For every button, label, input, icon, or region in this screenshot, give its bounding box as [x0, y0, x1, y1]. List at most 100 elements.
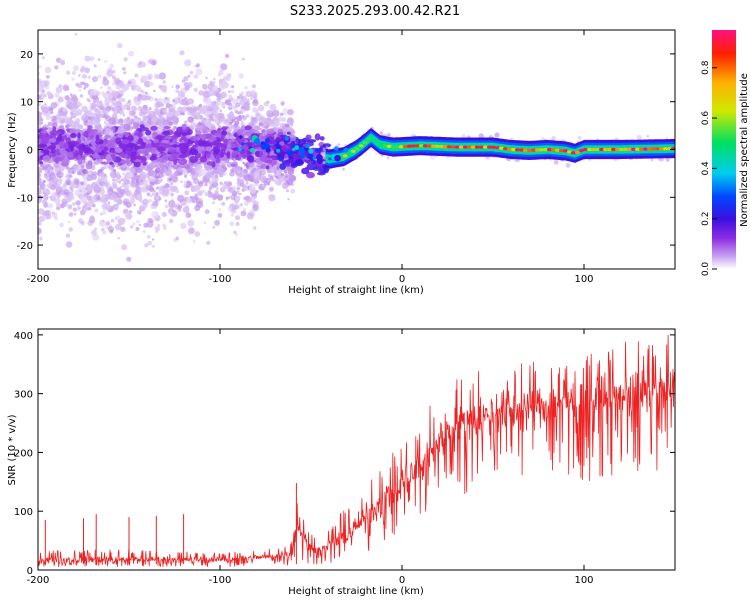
- heatmap-cell: [38, 132, 46, 139]
- heatmap-cell: [213, 220, 220, 226]
- heatmap-cell: [159, 164, 166, 170]
- heatmap-cell: [49, 93, 53, 97]
- heatmap-cell: [263, 123, 267, 127]
- heatmap-cell: [262, 170, 267, 174]
- heatmap-cell: [232, 186, 236, 190]
- heatmap-cell: [230, 124, 234, 128]
- heatmap-cell: [215, 120, 219, 124]
- heatmap-cell: [84, 55, 91, 62]
- heatmap-cell: [238, 147, 243, 152]
- heatmap-cell: [175, 189, 180, 194]
- heatmap-cell: [117, 43, 123, 49]
- heatmap-cell: [221, 130, 228, 136]
- heatmap-cell: [99, 180, 106, 187]
- heatmap-cell: [184, 85, 190, 91]
- heatmap-cell: [71, 70, 76, 75]
- heatmap-cell: [149, 156, 157, 161]
- heatmap-core: [422, 144, 428, 148]
- heatmap-cell: [161, 212, 167, 217]
- heatmap-cell: [243, 101, 250, 108]
- heatmap-cell: [131, 183, 136, 188]
- heatmap-cell: [94, 227, 98, 231]
- heatmap-core: [535, 148, 540, 152]
- heatmap-cell: [82, 81, 86, 85]
- spectrogram-xtick-label: 0: [399, 274, 405, 285]
- heatmap-cell: [120, 185, 123, 189]
- heatmap-cell: [91, 229, 97, 236]
- heatmap-cell: [286, 189, 289, 193]
- heatmap-cell: [161, 139, 170, 144]
- heatmap-cell: [117, 133, 124, 139]
- heatmap-cell: [45, 75, 50, 79]
- heatmap-cell: [220, 91, 227, 99]
- heatmap-cell: [251, 84, 256, 89]
- heatmap-cell: [237, 137, 245, 144]
- colorbar-tick-label: 0.8: [701, 60, 711, 75]
- heatmap-cell: [72, 101, 77, 106]
- heatmap-cell: [62, 198, 66, 202]
- heatmap-cell: [44, 209, 51, 216]
- heatmap-cell: [218, 125, 222, 129]
- heatmap-cell: [63, 189, 70, 196]
- snr-xtick-label: -200: [27, 575, 50, 586]
- heatmap-cell: [148, 107, 152, 111]
- heatmap-core: [507, 147, 512, 151]
- heatmap-cell: [194, 196, 199, 201]
- heatmap-cell: [179, 50, 185, 56]
- heatmap-cell: [178, 97, 181, 101]
- heatmap-cell: [54, 197, 61, 204]
- heatmap-cell: [163, 108, 168, 113]
- heatmap-cell: [127, 135, 134, 142]
- heatmap-cell: [163, 126, 171, 129]
- heatmap-cell: [90, 135, 95, 141]
- heatmap-cell: [159, 178, 163, 183]
- heatmap-core: [515, 148, 520, 152]
- heatmap-cell: [60, 173, 63, 177]
- heatmap-cell: [171, 198, 174, 201]
- heatmap-cell: [56, 191, 60, 195]
- heatmap-cell: [196, 64, 200, 68]
- heatmap-cell: [40, 137, 49, 145]
- heatmap-cell: [58, 133, 63, 141]
- heatmap-cell: [113, 198, 118, 203]
- heatmap-cell: [284, 173, 289, 178]
- heatmap-cell: [218, 115, 226, 122]
- heatmap-cell: [241, 57, 245, 61]
- heatmap-cell: [286, 158, 295, 164]
- colorbar: 0.0 0.2 0.4 0.6 0.8 Normalized spectral ampl…: [701, 30, 750, 276]
- heatmap-core: [410, 144, 416, 148]
- heatmap-cell: [171, 85, 174, 89]
- heatmap-cell: [266, 118, 273, 126]
- heatmap-cell: [154, 102, 161, 109]
- heatmap-cell: [106, 70, 114, 77]
- heatmap-cell: [214, 132, 220, 137]
- heatmap-cell: [49, 132, 57, 140]
- heatmap-cell: [156, 173, 160, 177]
- heatmap-cell: [156, 196, 160, 200]
- heatmap-cell: [167, 146, 176, 150]
- heatmap-cell: [129, 198, 135, 204]
- heatmap-cell: [156, 111, 160, 114]
- heatmap-cell: [69, 93, 73, 96]
- heatmap-cell: [322, 161, 326, 165]
- heatmap-cell: [188, 227, 195, 235]
- heatmap-cell: [203, 164, 209, 170]
- heatmap-cell: [94, 116, 101, 124]
- heatmap-cell: [271, 156, 277, 161]
- heatmap-cell: [101, 227, 105, 232]
- snr-series-line: [38, 334, 675, 567]
- heatmap-cell: [248, 122, 252, 126]
- snr-ytick-label: 200: [14, 448, 33, 459]
- heatmap-cell: [189, 156, 198, 163]
- heatmap-cell: [286, 179, 294, 186]
- heatmap-cell: [99, 212, 103, 216]
- heatmap-cell: [478, 133, 485, 139]
- heatmap-cell: [221, 201, 226, 206]
- heatmap-cell: [85, 184, 93, 192]
- heatmap-cell: [196, 173, 199, 176]
- heatmap-cell: [158, 187, 166, 195]
- snr-ytick-label: 400: [14, 331, 33, 342]
- heatmap-cell: [58, 117, 66, 125]
- heatmap-cell: [165, 191, 170, 196]
